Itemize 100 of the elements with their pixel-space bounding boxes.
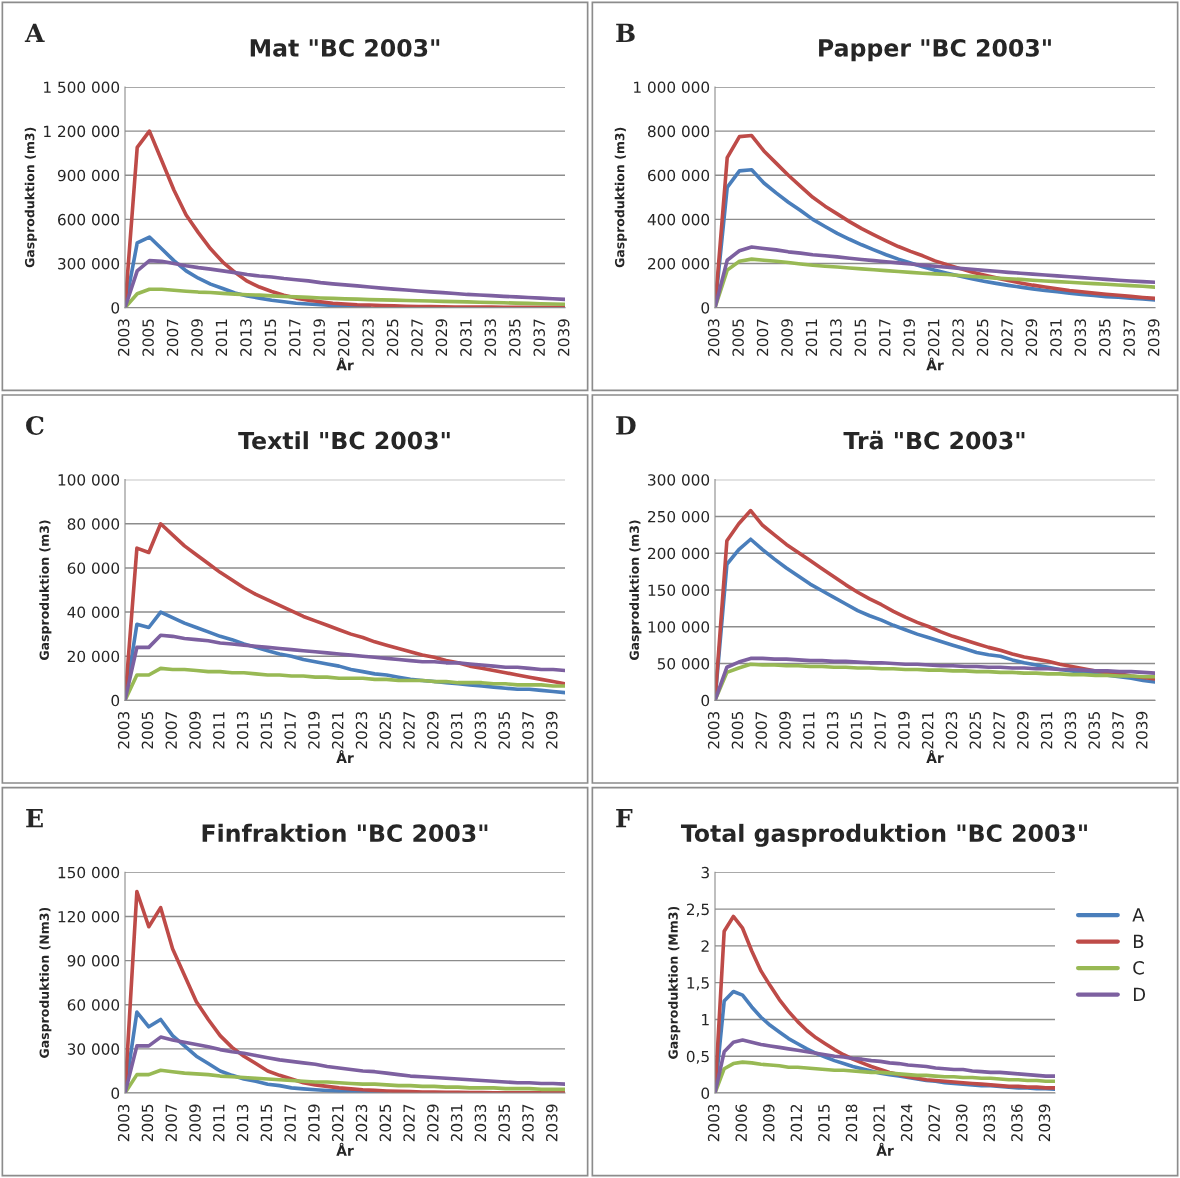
x-tick-label: 2013 — [236, 1104, 249, 1142]
y-tick-label: 1 — [702, 1014, 709, 1026]
x-tick-label: 2039 — [557, 319, 570, 356]
y-tick-label: 2 — [701, 940, 709, 952]
y-tick-label: 0 — [701, 302, 710, 314]
x-axis-title: År — [926, 750, 944, 763]
x-tick-label: 2015 — [264, 319, 277, 356]
x-tick-label: 2033 — [474, 711, 487, 749]
x-tick-label: 2003 — [707, 711, 720, 749]
x-tick-label: 2009 — [191, 319, 203, 356]
y-axis-title: Gasproduktion (Nm3) — [39, 907, 52, 1058]
y-tick-label: 20 000 — [67, 650, 120, 663]
legend-label: A — [1132, 908, 1145, 922]
x-tick-label: 2013 — [236, 711, 249, 749]
y-axis-title: Gasproduktion (m3) — [39, 520, 52, 660]
y-tick-label: 150 000 — [58, 866, 120, 879]
x-tick-label: 2017 — [288, 319, 301, 356]
x-tick-label: 2027 — [411, 319, 423, 356]
x-tick-label: 2029 — [427, 1104, 439, 1142]
x-tick-label: 2021 — [337, 319, 350, 356]
y-tick-label: 200 000 — [648, 547, 710, 560]
x-tick-label: 2005 — [141, 712, 154, 749]
y-axis-title: Gasproduktion (m3) — [614, 127, 627, 268]
x-tick-label: 2039 — [1147, 319, 1160, 356]
x-tick-label: 2021 — [331, 712, 344, 749]
legend-label: B — [1133, 934, 1144, 948]
x-tick-label: 2012 — [790, 1104, 803, 1142]
x-tick-label: 2023 — [355, 711, 368, 749]
x-tick-label: 2013 — [240, 319, 252, 356]
x-tick-label: 2033 — [474, 1104, 487, 1142]
y-tick-label: 0 — [111, 302, 120, 314]
y-tick-label: 50 000 — [657, 658, 710, 670]
x-tick-label: 2033 — [1074, 319, 1087, 356]
y-tick-label: 2,5 — [686, 903, 709, 917]
x-tick-label: 2017 — [874, 712, 886, 749]
x-tick-label: 2025 — [379, 712, 392, 749]
y-tick-label: 250 000 — [648, 510, 710, 523]
y-tick-label: 60 000 — [67, 562, 120, 574]
x-tick-label: 2007 — [165, 1104, 177, 1142]
x-tick-label: 2007 — [165, 712, 177, 749]
x-axis-title: År — [926, 357, 944, 371]
x-tick-label: 2015 — [854, 319, 867, 356]
x-tick-label: 2005 — [142, 319, 154, 356]
x-tick-label: 2037 — [533, 319, 545, 356]
x-tick-label: 2039 — [1135, 711, 1148, 749]
y-tick-label: 90 000 — [67, 955, 120, 967]
x-tick-label: 2019 — [308, 1104, 320, 1142]
x-tick-label: 2015 — [260, 1104, 273, 1142]
x-axis-title: År — [876, 1142, 894, 1156]
x-tick-label: 2003 — [117, 1104, 130, 1142]
y-tick-label: 100 000 — [58, 474, 120, 486]
y-axis-title: Gasproduktion (Mm3) — [668, 906, 681, 1059]
x-tick-label: 2013 — [826, 711, 839, 749]
x-tick-label: 2029 — [427, 711, 439, 749]
y-tick-label: 0 — [111, 694, 120, 707]
x-tick-label: 2024 — [900, 1104, 913, 1142]
y-tick-label: 600 000 — [58, 213, 120, 226]
x-tick-label: 2013 — [830, 319, 842, 356]
text: E — [26, 809, 43, 828]
y-tick-label: 30 000 — [67, 1043, 120, 1055]
x-tick-label: 2037 — [1123, 319, 1135, 356]
text: C — [26, 416, 44, 435]
y-tick-label: 1 000 000 — [634, 81, 710, 94]
x-tick-label: 2009 — [781, 319, 793, 356]
x-tick-label: 2023 — [362, 319, 374, 356]
text: F — [616, 809, 633, 828]
y-tick-label: 1 500 000 — [44, 81, 120, 94]
x-tick-label: 2017 — [284, 1104, 296, 1142]
x-tick-label: 2025 — [379, 1104, 392, 1142]
y-tick-label: 400 000 — [647, 213, 710, 226]
x-tick-label: 2017 — [878, 319, 891, 356]
y-tick-label: 800 000 — [648, 125, 710, 138]
x-tick-label: 2033 — [983, 1104, 996, 1142]
x-tick-label: 2021 — [873, 1104, 885, 1142]
x-tick-label: 2007 — [755, 712, 767, 749]
x-tick-label: 2021 — [927, 319, 940, 356]
x-tick-label: 2031 — [1050, 319, 1062, 356]
x-tick-label: 2039 — [1038, 1104, 1051, 1142]
x-tick-label: 2007 — [756, 319, 769, 356]
chart-title: Finfraktion "BC 2003" — [202, 823, 488, 843]
chart-title: Textil "BC 2003" — [238, 431, 450, 450]
legend-label: D — [1133, 987, 1146, 1001]
chart-title: Mat "BC 2003" — [250, 38, 440, 57]
x-tick-label: 2015 — [260, 712, 273, 749]
y-tick-label: 600 000 — [648, 169, 710, 182]
x-tick-label: 2009 — [763, 1104, 775, 1142]
x-tick-label: 2031 — [450, 1104, 463, 1142]
x-tick-label: 2003 — [117, 711, 130, 749]
y-axis-title: Gasproduktion (m3) — [24, 127, 37, 268]
chart-title: Papper "BC 2003" — [819, 38, 1051, 62]
legend-label: C — [1133, 961, 1144, 975]
x-tick-label: 2037 — [522, 712, 534, 749]
y-tick-label: 80 000 — [67, 518, 120, 530]
y-tick-label: 0 — [111, 1087, 120, 1100]
x-tick-label: 2021 — [331, 1104, 344, 1142]
y-tick-label: 0 — [701, 1087, 710, 1100]
x-tick-label: 2017 — [284, 712, 296, 749]
y-tick-label: 150 000 — [648, 584, 710, 597]
x-tick-label: 2009 — [779, 711, 791, 749]
x-tick-label: 2025 — [976, 319, 989, 356]
